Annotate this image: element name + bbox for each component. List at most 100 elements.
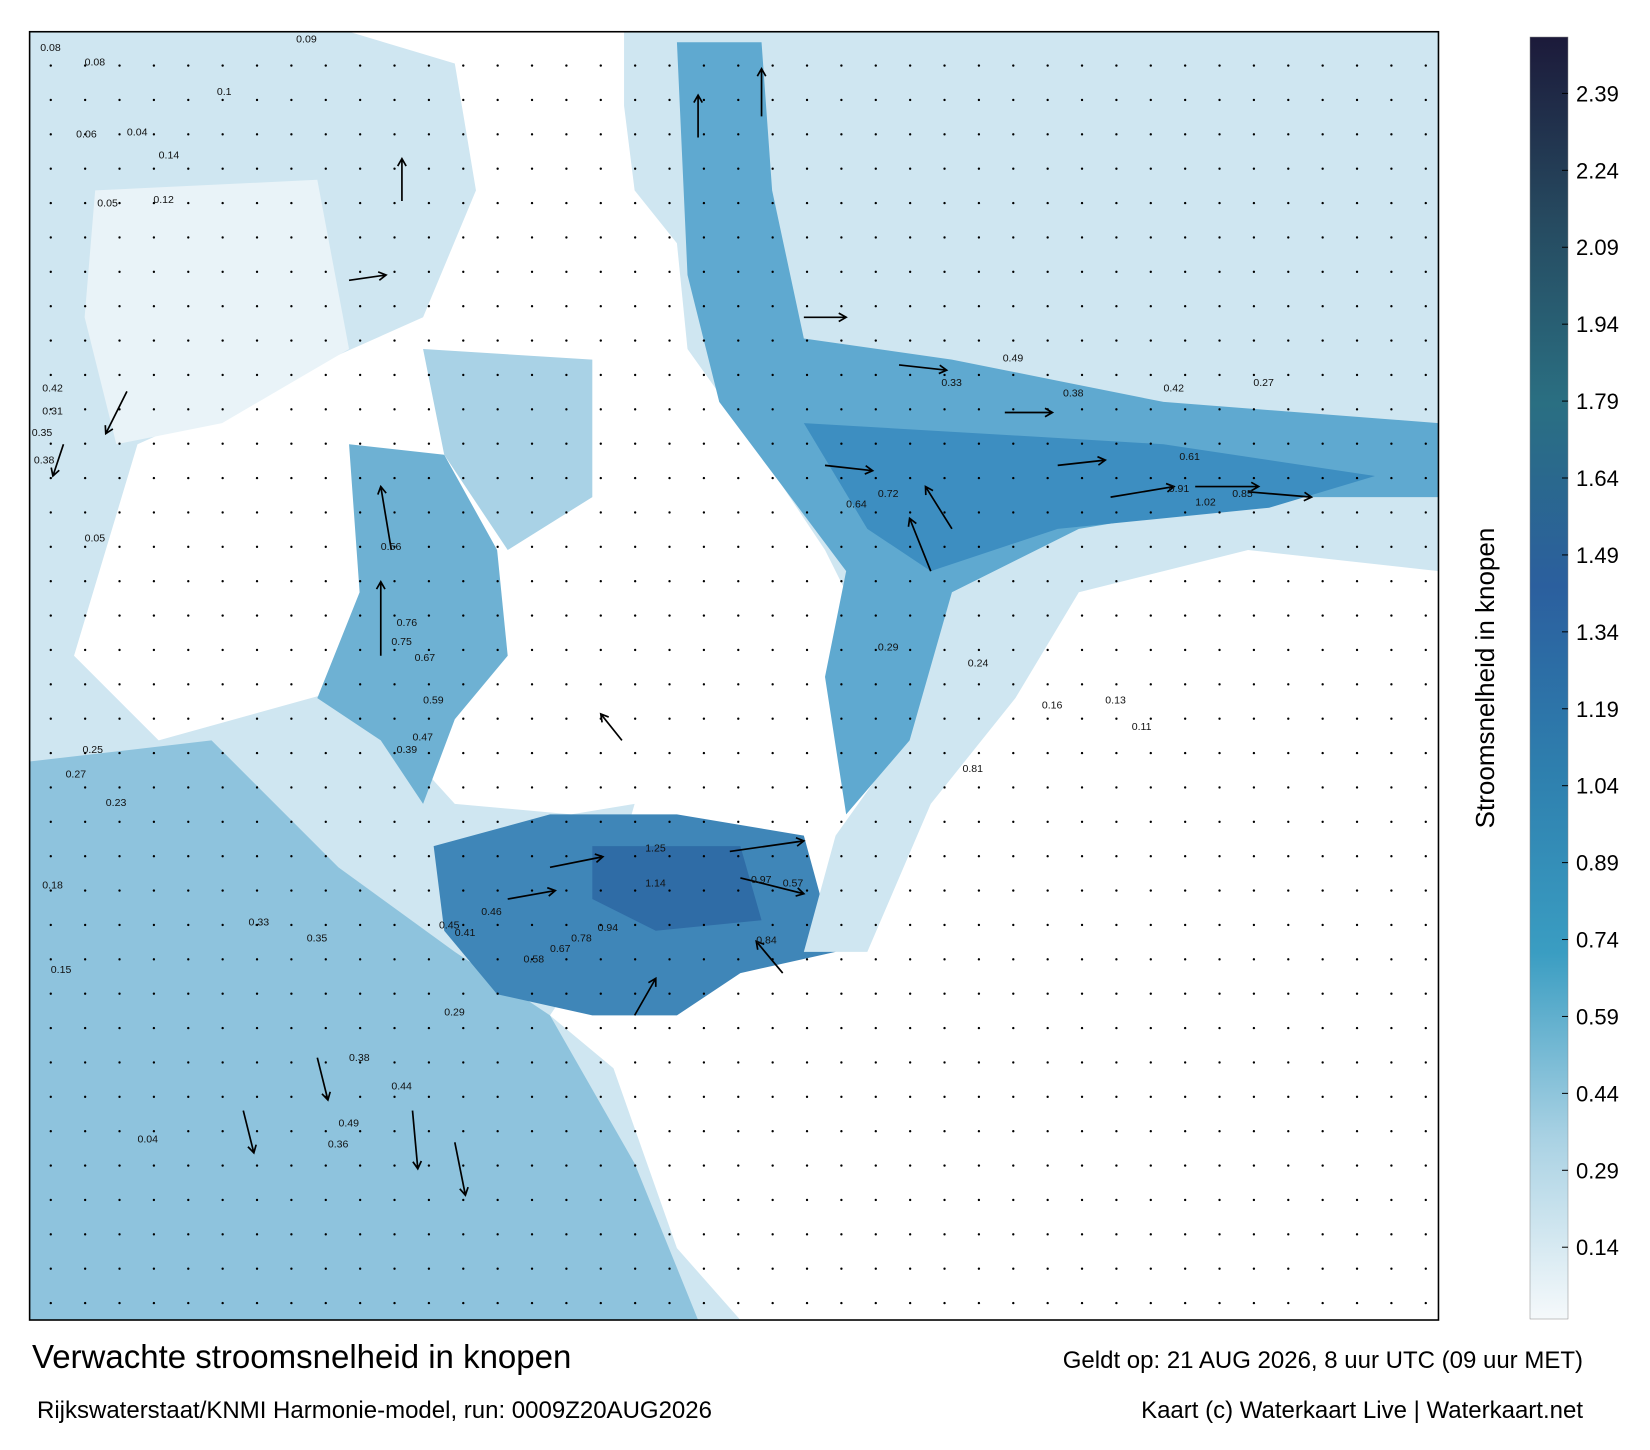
grid-dot [633, 1301, 637, 1305]
grid-dot [633, 958, 637, 961]
grid-dot [1115, 820, 1118, 823]
grid-dot [840, 1061, 843, 1064]
grid-dot [1046, 64, 1049, 67]
grid-dot [633, 1095, 637, 1098]
grid-dot [427, 1233, 431, 1236]
grid-dot [1012, 408, 1015, 411]
grid-dot [1012, 511, 1015, 514]
map-area: 0.080.080.06 0.040.050.10.140.120.310.350… [29, 31, 1439, 1321]
grid-dot [1321, 958, 1324, 961]
grid-dot [1080, 511, 1084, 514]
grid-dot [1252, 305, 1256, 308]
grid-dot [771, 1095, 774, 1098]
grid-dot [1287, 1130, 1290, 1133]
grid-dot [83, 408, 87, 411]
grid-dot [358, 580, 362, 583]
grid-dot [290, 820, 293, 823]
grid-dot [1115, 614, 1118, 617]
grid-dot [427, 305, 431, 308]
grid-dot [1218, 992, 1221, 995]
grid-dot [1321, 751, 1324, 755]
grid-dot [118, 992, 121, 995]
grid-dot [324, 958, 327, 961]
current-arrow [104, 390, 128, 436]
grid-dot [1390, 820, 1393, 823]
grid-dot [737, 751, 740, 755]
grid-dot [152, 373, 156, 377]
grid-dot [255, 717, 259, 720]
grid-dot [530, 923, 534, 927]
grid-dot [393, 648, 396, 652]
grid-dot [1046, 580, 1049, 583]
grid-dot [977, 1130, 981, 1133]
grid-dot [1252, 1267, 1256, 1270]
speed-label: 0.42 [1163, 382, 1184, 394]
speed-label: 0.14 [159, 150, 180, 162]
current-arrow [396, 156, 407, 201]
grid-dot [565, 64, 568, 67]
grid-dot [737, 98, 740, 102]
grid-dot [221, 1130, 224, 1133]
grid-dot [840, 889, 843, 892]
grid-dot [1149, 305, 1152, 308]
grid-dot [1115, 751, 1118, 755]
grid-dot [83, 98, 87, 102]
grid-dot [530, 992, 534, 995]
grid-dot [1183, 64, 1187, 67]
grid-dot [1183, 751, 1187, 755]
grid-dot [1252, 1095, 1256, 1098]
grid-dot [668, 786, 671, 789]
grid-dot [221, 1026, 224, 1030]
grid-dot [1149, 580, 1152, 583]
grid-dot [1046, 751, 1049, 755]
speed-label: 0.31 [42, 406, 63, 418]
grid-dot [1149, 373, 1152, 377]
grid-dot [1390, 98, 1393, 102]
grid-dot [943, 1198, 946, 1202]
grid-dot [83, 1198, 87, 1202]
grid-dot [1183, 958, 1187, 961]
grid-dot [187, 923, 190, 927]
grid-dot [462, 545, 465, 548]
grid-dot [1218, 442, 1221, 445]
grid-dot [737, 305, 740, 308]
grid-dot [1149, 442, 1152, 445]
grid-dot [1424, 1095, 1427, 1098]
grid-dot [324, 717, 327, 720]
grid-dot [908, 1233, 912, 1236]
grid-dot [1321, 1130, 1324, 1133]
colorbar-tick-label: 0.14 [1576, 1235, 1619, 1260]
grid-dot [1287, 442, 1290, 445]
grid-dot [565, 1061, 568, 1064]
grid-dot [1390, 855, 1393, 858]
grid-dot [840, 648, 843, 652]
grid-dot [427, 923, 431, 927]
grid-dot [1252, 1233, 1256, 1236]
grid-dot [908, 476, 912, 480]
grid-dot [668, 1061, 671, 1064]
grid-dot [530, 648, 534, 652]
grid-dot [1390, 580, 1393, 583]
grid-dot [393, 1301, 396, 1305]
grid-dot [187, 958, 190, 961]
grid-dot [49, 64, 52, 67]
current-arrow [316, 1057, 332, 1102]
grid-dot [599, 408, 602, 411]
grid-dot [805, 1233, 809, 1236]
grid-dot [221, 786, 224, 789]
grid-dot [565, 614, 568, 617]
grid-dot [633, 1267, 637, 1270]
grid-dot [1321, 923, 1324, 927]
current-arrow [756, 67, 767, 117]
grid-dot [565, 751, 568, 755]
grid-dot [1046, 1267, 1049, 1270]
grid-dot [1218, 683, 1221, 686]
grid-dot [1252, 408, 1256, 411]
grid-dot [290, 1233, 293, 1236]
grid-dot [977, 1267, 981, 1270]
grid-dot [1355, 648, 1359, 652]
grid-dot [49, 1267, 52, 1270]
speed-label: 0.33 [249, 916, 270, 928]
grid-dot [496, 373, 499, 377]
grid-dot [393, 820, 396, 823]
